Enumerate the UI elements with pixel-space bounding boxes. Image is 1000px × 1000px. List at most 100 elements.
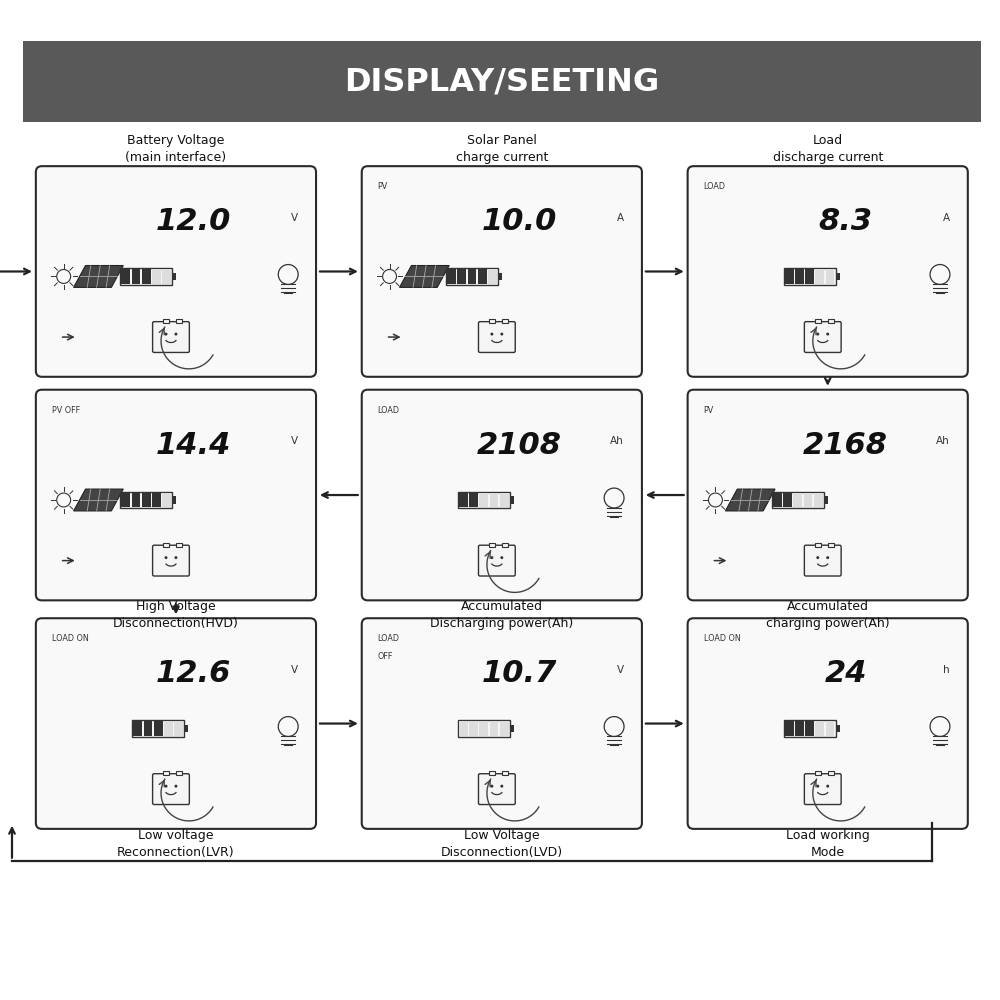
Bar <box>132 493 140 507</box>
Bar <box>469 493 478 507</box>
FancyBboxPatch shape <box>362 166 642 377</box>
Text: V: V <box>291 436 298 446</box>
FancyBboxPatch shape <box>362 390 642 600</box>
Bar <box>490 493 498 507</box>
Circle shape <box>174 333 177 336</box>
FancyBboxPatch shape <box>36 390 316 600</box>
FancyBboxPatch shape <box>478 322 515 352</box>
Bar <box>469 721 478 736</box>
Text: Accumulated
charging power(Ah): Accumulated charging power(Ah) <box>766 600 890 630</box>
Text: LOAD: LOAD <box>378 634 400 643</box>
FancyBboxPatch shape <box>23 41 981 122</box>
Bar <box>132 269 140 284</box>
Text: Ah: Ah <box>610 436 624 446</box>
Text: 8.3: 8.3 <box>819 207 873 236</box>
FancyBboxPatch shape <box>688 618 968 829</box>
Bar <box>772 492 824 508</box>
Circle shape <box>490 556 493 559</box>
Text: LOAD: LOAD <box>704 182 726 191</box>
Text: A: A <box>943 213 950 223</box>
Text: Load
discharge current: Load discharge current <box>773 134 883 164</box>
FancyBboxPatch shape <box>804 545 841 576</box>
Bar <box>836 273 840 280</box>
Text: 24: 24 <box>824 659 867 688</box>
Bar <box>176 771 182 775</box>
Bar <box>163 543 169 547</box>
FancyBboxPatch shape <box>804 774 841 805</box>
Bar <box>826 721 834 736</box>
Bar <box>142 269 151 284</box>
Text: LOAD: LOAD <box>378 406 400 415</box>
Bar <box>815 721 824 736</box>
Bar <box>490 721 498 736</box>
Circle shape <box>490 333 493 336</box>
Bar <box>824 496 828 504</box>
Text: OFF: OFF <box>378 652 393 661</box>
Text: PV: PV <box>704 406 714 415</box>
Circle shape <box>500 333 503 336</box>
Bar <box>826 269 834 284</box>
FancyBboxPatch shape <box>153 322 189 352</box>
Circle shape <box>500 785 503 788</box>
Circle shape <box>165 785 167 788</box>
Bar <box>489 319 495 323</box>
Text: 10.0: 10.0 <box>482 207 557 236</box>
Bar <box>121 493 130 507</box>
Text: 2108: 2108 <box>477 431 562 460</box>
Bar <box>784 720 836 737</box>
Text: Battery Voltage
(main interface): Battery Voltage (main interface) <box>125 134 227 164</box>
Text: DISPLAY/SEETING: DISPLAY/SEETING <box>344 66 659 97</box>
Bar <box>500 493 509 507</box>
Bar <box>489 771 495 775</box>
Text: Solar Panel
charge current: Solar Panel charge current <box>456 134 548 164</box>
Bar <box>785 269 794 284</box>
Circle shape <box>490 785 493 788</box>
Text: 2168: 2168 <box>803 431 888 460</box>
Bar <box>489 543 495 547</box>
Bar <box>815 543 821 547</box>
Bar <box>805 269 814 284</box>
Bar <box>163 319 169 323</box>
Bar <box>468 269 476 284</box>
Bar <box>120 268 172 285</box>
Text: V: V <box>291 213 298 223</box>
Polygon shape <box>399 266 449 287</box>
Text: High Voltage
Disconnection(HVD): High Voltage Disconnection(HVD) <box>113 600 239 630</box>
Circle shape <box>816 556 819 559</box>
Circle shape <box>826 785 829 788</box>
FancyBboxPatch shape <box>36 618 316 829</box>
Bar <box>773 493 782 507</box>
Circle shape <box>174 785 177 788</box>
FancyBboxPatch shape <box>688 166 968 377</box>
Bar <box>479 493 488 507</box>
Bar <box>184 725 188 732</box>
Bar <box>804 493 812 507</box>
Bar <box>176 319 182 323</box>
Bar <box>446 268 498 285</box>
Bar <box>828 319 834 323</box>
Bar <box>785 721 794 736</box>
Text: V: V <box>291 665 298 675</box>
Bar <box>144 721 152 736</box>
Bar <box>132 720 184 737</box>
Bar <box>500 721 509 736</box>
Bar <box>814 493 823 507</box>
Bar <box>447 269 456 284</box>
Bar <box>795 269 804 284</box>
Bar <box>836 725 840 732</box>
Bar <box>162 269 171 284</box>
Bar <box>154 721 163 736</box>
Bar <box>164 721 173 736</box>
FancyBboxPatch shape <box>36 166 316 377</box>
Bar <box>163 771 169 775</box>
Bar <box>815 771 821 775</box>
Text: h: h <box>943 665 950 675</box>
Bar <box>502 543 508 547</box>
Text: Accumulated
Discharging power(Ah): Accumulated Discharging power(Ah) <box>430 600 573 630</box>
Text: 12.0: 12.0 <box>156 207 232 236</box>
Bar <box>120 492 172 508</box>
Bar <box>502 771 508 775</box>
Bar <box>152 493 161 507</box>
Bar <box>795 721 804 736</box>
Circle shape <box>816 333 819 336</box>
